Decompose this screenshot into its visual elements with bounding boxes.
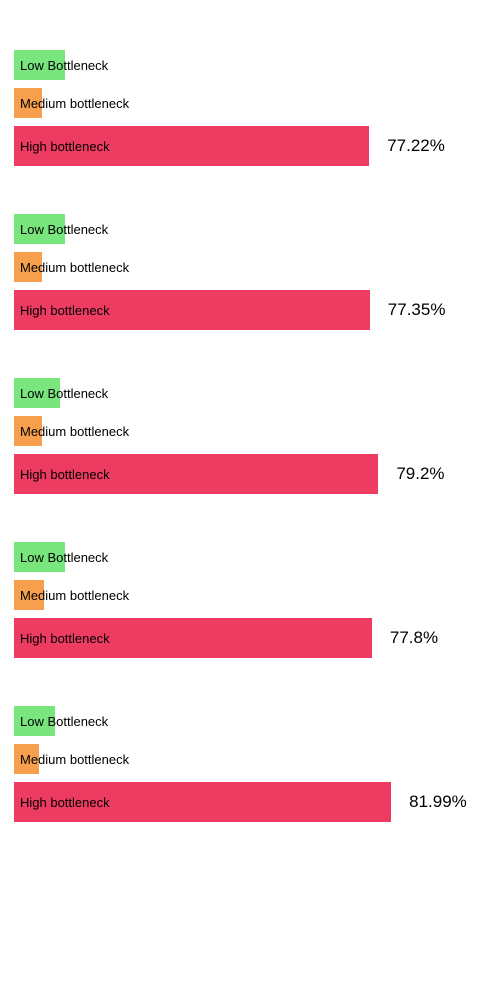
bar-row-low: Low Bottleneck (14, 214, 486, 244)
bar-row-low: Low Bottleneck (14, 706, 486, 736)
low-bottleneck-bar: Low Bottleneck (14, 706, 55, 736)
medium-bar-label: Medium bottleneck (20, 752, 129, 767)
bar-row-high: High bottleneck 79.2% (14, 454, 486, 494)
bar-group: Low Bottleneck Medium bottleneck High bott… (14, 50, 486, 166)
high-bottleneck-bar: High bottleneck (14, 782, 391, 822)
bar-row-low: Low Bottleneck (14, 542, 486, 572)
low-bar-label: Low Bottleneck (20, 714, 108, 729)
medium-bar-label: Medium bottleneck (20, 260, 129, 275)
bar-row-low: Low Bottleneck (14, 50, 486, 80)
medium-bottleneck-bar: Medium bottleneck (14, 416, 42, 446)
bar-row-high: High bottleneck 77.35% (14, 290, 486, 330)
medium-bar-label: Medium bottleneck (20, 96, 129, 111)
bar-group: Low Bottleneck Medium bottleneck High bott… (14, 542, 486, 658)
high-value-label: 77.22% (387, 136, 445, 156)
bar-group: Low Bottleneck Medium bottleneck High bott… (14, 378, 486, 494)
bar-row-medium: Medium bottleneck (14, 88, 486, 118)
medium-bar-label: Medium bottleneck (20, 588, 129, 603)
low-bar-label: Low Bottleneck (20, 386, 108, 401)
high-bar-label: High bottleneck (20, 303, 110, 318)
high-value-label: 79.2% (396, 464, 444, 484)
high-bottleneck-bar: High bottleneck (14, 618, 372, 658)
bar-row-high: High bottleneck 77.22% (14, 126, 486, 166)
low-bar-label: Low Bottleneck (20, 550, 108, 565)
low-bottleneck-bar: Low Bottleneck (14, 542, 65, 572)
bar-row-medium: Medium bottleneck (14, 416, 486, 446)
high-bar-label: High bottleneck (20, 139, 110, 154)
high-bottleneck-bar: High bottleneck (14, 454, 378, 494)
bottleneck-chart: Low Bottleneck Medium bottleneck High bott… (0, 0, 500, 832)
bar-group: Low Bottleneck Medium bottleneck High bott… (14, 214, 486, 330)
medium-bottleneck-bar: Medium bottleneck (14, 580, 44, 610)
low-bottleneck-bar: Low Bottleneck (14, 378, 60, 408)
medium-bottleneck-bar: Medium bottleneck (14, 88, 42, 118)
bar-row-low: Low Bottleneck (14, 378, 486, 408)
high-bottleneck-bar: High bottleneck (14, 290, 370, 330)
medium-bar-label: Medium bottleneck (20, 424, 129, 439)
high-bottleneck-bar: High bottleneck (14, 126, 369, 166)
low-bar-label: Low Bottleneck (20, 222, 108, 237)
high-bar-label: High bottleneck (20, 631, 110, 646)
bar-group: Low Bottleneck Medium bottleneck High bott… (14, 706, 486, 822)
bar-row-medium: Medium bottleneck (14, 580, 486, 610)
medium-bottleneck-bar: Medium bottleneck (14, 252, 42, 282)
bar-row-medium: Medium bottleneck (14, 744, 486, 774)
bar-row-high: High bottleneck 77.8% (14, 618, 486, 658)
bar-row-medium: Medium bottleneck (14, 252, 486, 282)
high-bar-label: High bottleneck (20, 795, 110, 810)
low-bottleneck-bar: Low Bottleneck (14, 50, 65, 80)
medium-bottleneck-bar: Medium bottleneck (14, 744, 39, 774)
low-bottleneck-bar: Low Bottleneck (14, 214, 65, 244)
low-bar-label: Low Bottleneck (20, 58, 108, 73)
bar-row-high: High bottleneck 81.99% (14, 782, 486, 822)
high-value-label: 77.8% (390, 628, 438, 648)
high-bar-label: High bottleneck (20, 467, 110, 482)
high-value-label: 77.35% (388, 300, 446, 320)
high-value-label: 81.99% (409, 792, 467, 812)
